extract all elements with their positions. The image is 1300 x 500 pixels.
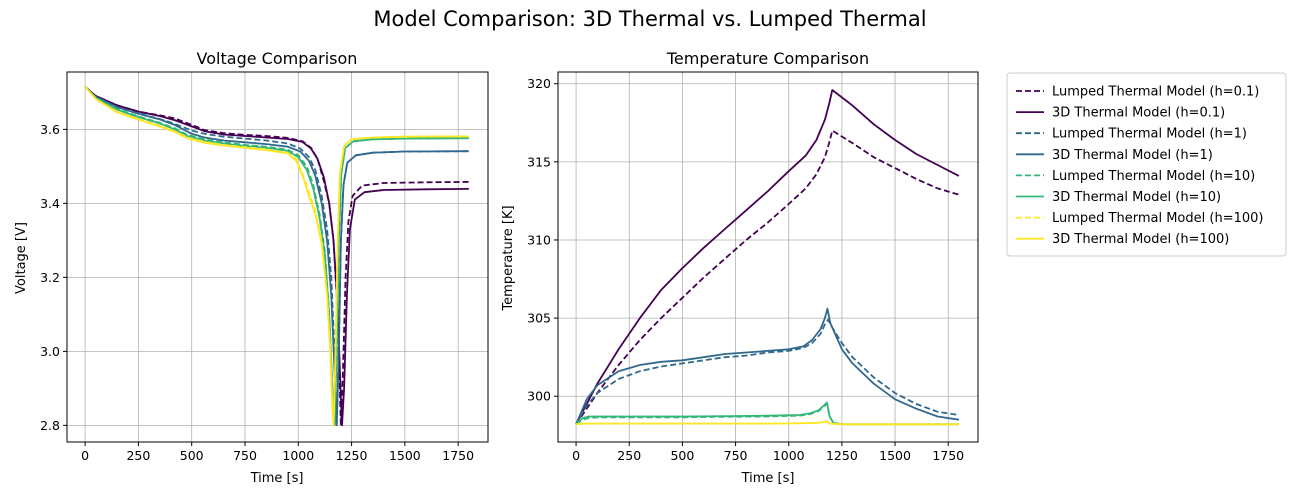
legend-label: Lumped Thermal Model (h=0.1)	[1052, 85, 1259, 100]
temperature-xtick-label: 1000	[773, 448, 805, 463]
voltage-xtick-label: 1500	[389, 448, 421, 463]
voltage-xtick-label: 1250	[336, 448, 368, 463]
temperature-ytick-label: 305	[527, 311, 551, 326]
legend-entry: Lumped Thermal Model (h=1)	[1016, 127, 1247, 142]
legend-box	[1006, 72, 1287, 257]
voltage-axes-frame	[66, 71, 489, 443]
temperature-series-line	[576, 420, 959, 426]
temperature-ytick-label: 310	[527, 232, 551, 247]
voltage-ytick-label: 3.4	[40, 196, 60, 211]
legend-entry: 3D Thermal Model (h=100)	[1016, 232, 1229, 247]
voltage-series-line	[84, 86, 469, 427]
legend-entry: 3D Thermal Model (h=0.1)	[1016, 106, 1225, 121]
voltage-ytick-label: 3.2	[40, 270, 60, 285]
legend-label: Lumped Thermal Model (h=1)	[1052, 127, 1247, 142]
temperature-series-line	[575, 307, 960, 425]
temperature-ytick-label: 320	[527, 76, 551, 91]
voltage-xtick-label: 750	[233, 448, 257, 463]
legend-label: 3D Thermal Model (h=0.1)	[1052, 106, 1225, 121]
temperature-ytick-label: 315	[527, 154, 551, 169]
legend-label: Lumped Thermal Model (h=100)	[1052, 211, 1263, 226]
temperature-series-group	[575, 89, 960, 426]
legend-entry: Lumped Thermal Model (h=10)	[1016, 169, 1255, 184]
voltage-series-line	[84, 86, 469, 427]
voltage-series-group	[84, 86, 469, 427]
voltage-xtick-label: 1000	[282, 448, 314, 463]
voltage-chart: Voltage Comparison Time [s] Voltage [V] …	[14, 49, 489, 486]
temperature-xtick-label: 1500	[879, 448, 911, 463]
legend-label: 3D Thermal Model (h=100)	[1052, 232, 1229, 247]
legend-entry: 3D Thermal Model (h=1)	[1016, 148, 1213, 163]
voltage-chart-xlabel: Time [s]	[250, 471, 304, 486]
voltage-ytick-label: 3.0	[40, 344, 60, 359]
temperature-xtick-label: 1750	[932, 448, 964, 463]
voltage-xtick-label: 500	[180, 448, 204, 463]
temperature-gridlines	[558, 72, 978, 442]
temperature-series-line	[575, 89, 960, 425]
voltage-ytick-label: 2.8	[40, 418, 60, 433]
voltage-chart-ylabel: Voltage [V]	[14, 222, 29, 294]
legend-entry: Lumped Thermal Model (h=0.1)	[1016, 85, 1259, 100]
voltage-xtick-label: 1750	[442, 448, 474, 463]
temperature-ytick-label: 300	[527, 389, 551, 404]
temperature-axes-frame	[557, 71, 979, 443]
legend-label: Lumped Thermal Model (h=10)	[1052, 169, 1255, 184]
temperature-xtick-label: 250	[617, 448, 641, 463]
voltage-xtick-label: 0	[81, 448, 89, 463]
legend-label: 3D Thermal Model (h=10)	[1052, 190, 1221, 205]
temperature-series-line	[575, 318, 960, 425]
temperature-chart-title: Temperature Comparison	[666, 49, 869, 68]
temperature-xtick-label: 0	[572, 448, 580, 463]
figure-suptitle: Model Comparison: 3D Thermal vs. Lumped …	[373, 7, 926, 31]
temperature-chart: Temperature Comparison Time [s] Temperat…	[501, 49, 979, 486]
temperature-series-line	[575, 129, 960, 425]
temperature-xtick-label: 750	[724, 448, 748, 463]
temperature-chart-xlabel: Time [s]	[741, 471, 795, 486]
voltage-chart-title: Voltage Comparison	[197, 49, 358, 68]
legend-entry: Lumped Thermal Model (h=100)	[1016, 211, 1263, 226]
temperature-chart-ylabel: Temperature [K]	[501, 205, 516, 311]
voltage-series-line	[84, 86, 469, 427]
temperature-xtick-label: 500	[670, 448, 694, 463]
voltage-series-line	[84, 86, 469, 427]
legend: Lumped Thermal Model (h=0.1) 3D Thermal M…	[1006, 72, 1287, 257]
voltage-xtick-label: 250	[126, 448, 150, 463]
temperature-xtick-label: 1250	[826, 448, 858, 463]
legend-label: 3D Thermal Model (h=1)	[1052, 148, 1213, 163]
legend-entry: 3D Thermal Model (h=10)	[1016, 190, 1221, 205]
voltage-ytick-label: 3.6	[40, 122, 60, 137]
voltage-series-line	[84, 86, 469, 427]
